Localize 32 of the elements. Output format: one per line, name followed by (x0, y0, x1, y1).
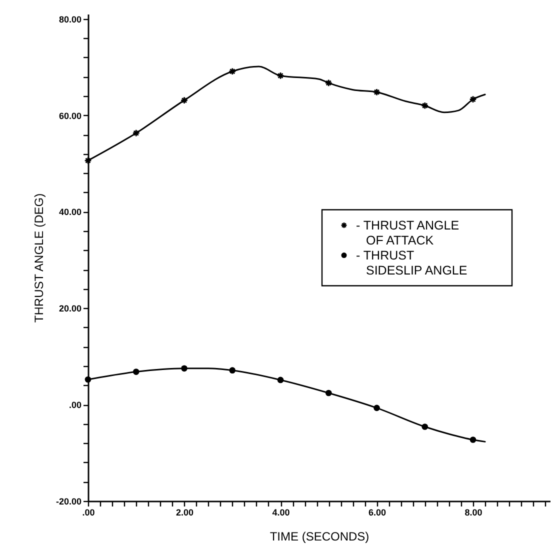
point (421, 102, 429, 110)
x-tick-label: .00 (82, 508, 95, 518)
point (229, 367, 236, 374)
point (132, 129, 140, 137)
x-tick-label: 2.00 (176, 508, 194, 518)
point (325, 390, 332, 396)
point (276, 72, 284, 80)
y-tick-label: 40.00 (58, 207, 82, 218)
x-axis-title: TIME (SECONDS) (270, 530, 370, 544)
x-tick-label: 4.00 (272, 508, 290, 518)
y-tick-label: -20.00 (56, 496, 82, 506)
point (132, 368, 140, 375)
y-tick-label: .00 (68, 400, 82, 410)
point (374, 404, 380, 412)
point (180, 96, 188, 104)
y-tick-label: 20.00 (58, 304, 82, 314)
point (422, 424, 428, 430)
x-tick-label: 6.00 (368, 508, 386, 518)
legend-label: - THRUST ANGLE OF ATTACK (356, 218, 460, 248)
point (470, 436, 476, 443)
point (84, 376, 92, 383)
y-tick-label: 80.00 (58, 14, 82, 24)
point (277, 376, 284, 384)
point (469, 95, 477, 104)
legend-label: - THRUST SIDESLIP ANGLE (356, 248, 468, 278)
x-tick-label: 8.00 (464, 508, 482, 518)
y-tick-label: 60.00 (58, 110, 82, 121)
y-axis-title: THRUST ANGLE (DEG) (32, 193, 46, 323)
point (372, 88, 381, 96)
point (228, 68, 236, 76)
point (324, 79, 332, 87)
point (181, 365, 188, 372)
